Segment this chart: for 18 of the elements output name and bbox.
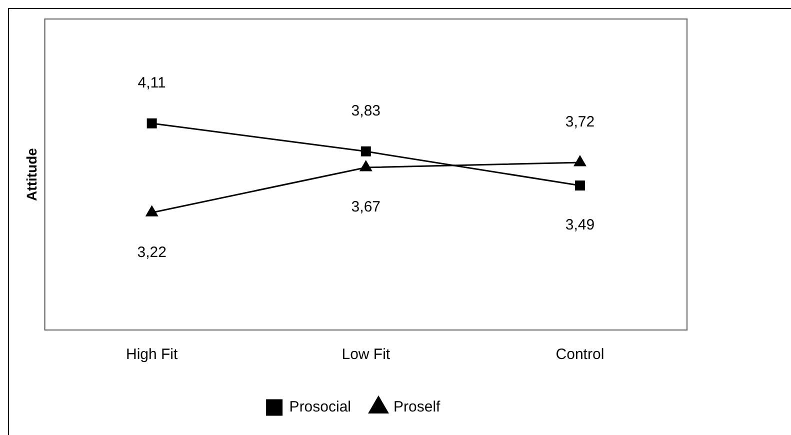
data-label: 3,72	[565, 114, 595, 131]
x-tick-label: Low Fit	[342, 346, 391, 364]
x-tick-label: High Fit	[126, 346, 178, 364]
point	[146, 118, 157, 128]
legend-label: Proself	[394, 398, 442, 416]
point	[574, 180, 585, 191]
x-tick-label: Control	[556, 346, 604, 364]
point	[146, 206, 158, 216]
data-label: 3,49	[565, 216, 595, 234]
y-axis-title: Attitude	[23, 148, 40, 201]
data-label: 3,83	[351, 102, 380, 120]
legend-label: Prosocial	[289, 398, 352, 416]
point	[360, 160, 372, 172]
data-label: 3,67	[351, 198, 380, 216]
data-label: 4,11	[138, 74, 166, 92]
point	[574, 156, 586, 166]
point	[360, 146, 371, 156]
data-label: 3,22	[137, 244, 166, 261]
